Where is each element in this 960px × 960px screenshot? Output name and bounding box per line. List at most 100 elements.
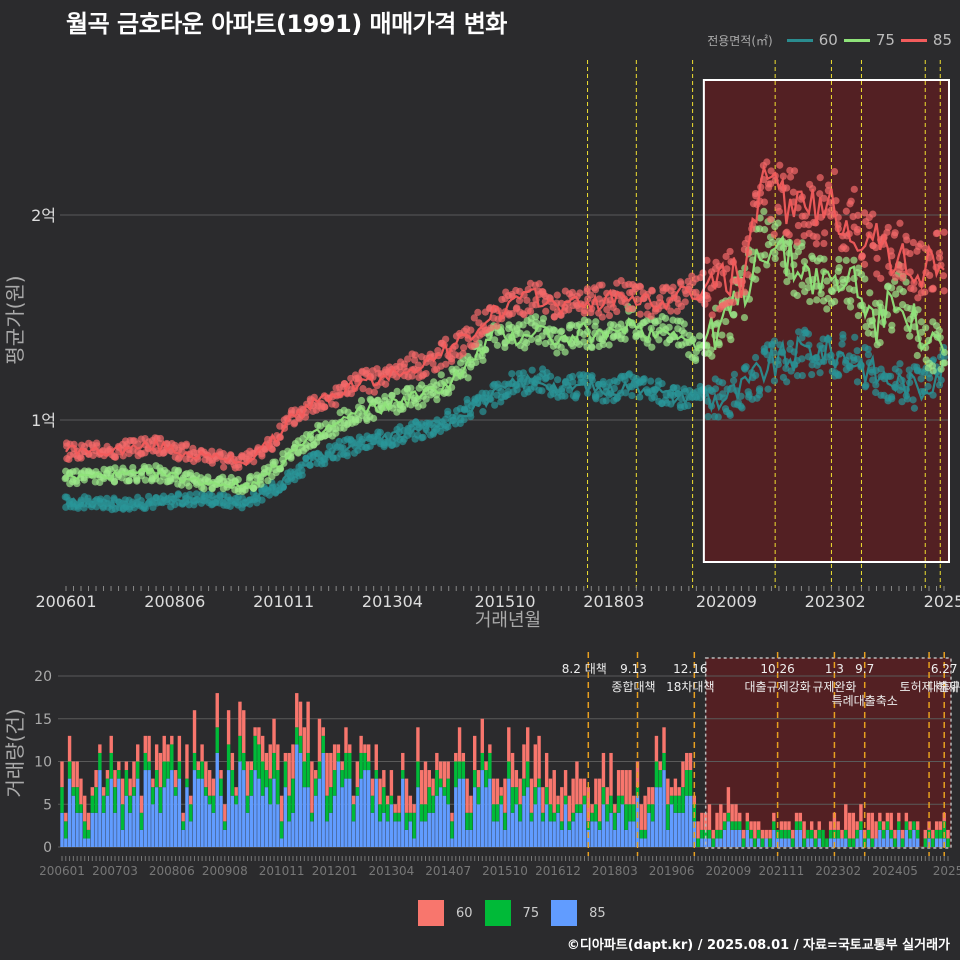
bar-85 [719, 838, 723, 847]
bar-60 [779, 821, 784, 830]
bar-60 [230, 752, 235, 771]
bar-60 [192, 710, 197, 753]
bar-85 [154, 787, 159, 847]
bar-60 [298, 701, 303, 736]
bar-85 [295, 744, 299, 847]
data-point-60 [730, 377, 738, 385]
bar-75 [908, 829, 912, 839]
data-point-75 [584, 318, 592, 326]
data-point-75 [549, 326, 557, 334]
bar-85 [215, 752, 219, 847]
data-point-85 [821, 229, 829, 237]
data-point-75 [125, 477, 133, 485]
bar-75 [791, 838, 795, 847]
bar-60 [264, 752, 269, 771]
data-point-75 [888, 321, 896, 329]
bar-75 [529, 812, 534, 822]
bar-75 [696, 838, 700, 847]
bar-85 [495, 821, 500, 847]
bar-85 [211, 812, 216, 847]
bar-75 [170, 744, 174, 771]
bar-75 [616, 795, 621, 813]
bar-85 [374, 778, 378, 847]
bar-85 [242, 770, 246, 847]
bar-60 [529, 778, 534, 813]
bar-60 [313, 770, 318, 779]
bar-85 [264, 787, 269, 847]
bar-85 [200, 778, 204, 847]
bar-75 [132, 787, 136, 796]
data-point-75 [806, 297, 814, 306]
bar-85 [662, 770, 666, 847]
data-point-85 [910, 285, 918, 293]
data-point-60 [864, 351, 873, 359]
bar-75 [605, 804, 609, 822]
policy-date-label: 8.2 대책 [562, 661, 607, 676]
bar-75 [291, 778, 295, 813]
data-point-85 [926, 271, 934, 280]
bar-75 [185, 778, 189, 788]
bar-75 [412, 812, 416, 839]
data-point-60 [926, 374, 934, 382]
bar-60 [715, 812, 719, 830]
bar-60 [234, 787, 238, 796]
bar-60 [688, 752, 693, 771]
bar-60 [147, 735, 151, 762]
data-point-85 [523, 296, 531, 304]
data-point-85 [636, 282, 644, 290]
bar-85 [594, 821, 598, 847]
bar-60 [427, 770, 431, 788]
bar-85 [601, 804, 606, 847]
bar-85 [715, 838, 719, 847]
bar-85 [563, 804, 568, 847]
data-point-60 [546, 372, 555, 380]
bar-75 [510, 787, 515, 813]
bar-75 [893, 838, 897, 847]
bar-85 [866, 838, 871, 847]
bar-60 [245, 761, 250, 796]
bar-60 [438, 761, 443, 779]
bar-75 [794, 821, 799, 830]
series-line-60 [65, 334, 946, 509]
data-point-60 [174, 490, 182, 498]
bar-85 [897, 829, 901, 847]
data-point-85 [370, 388, 378, 396]
x-tick-label: 202009 [696, 592, 757, 611]
bar-75 [533, 787, 537, 805]
bar-60 [211, 778, 216, 796]
data-point-85 [542, 307, 550, 315]
data-point-75 [847, 297, 855, 305]
data-point-75 [539, 314, 548, 323]
data-point-85 [914, 294, 922, 302]
bar-85 [94, 812, 98, 847]
data-point-85 [669, 283, 677, 291]
bar-75 [435, 770, 439, 796]
data-point-85 [587, 308, 595, 317]
bar-75 [556, 804, 560, 813]
bar-75 [98, 752, 102, 771]
bar-60 [101, 787, 106, 796]
bar-85 [548, 821, 553, 847]
bar-85 [650, 821, 655, 847]
bar-75 [938, 829, 943, 839]
bar-75 [279, 821, 284, 839]
data-point-85 [526, 307, 535, 316]
data-point-75 [783, 277, 791, 286]
bar-85 [806, 838, 810, 847]
data-point-75 [718, 331, 726, 339]
bar-60 [238, 701, 242, 736]
bar-60 [105, 770, 110, 779]
bar-75 [518, 804, 522, 822]
policy-date-label: 12.16 [673, 662, 707, 676]
data-point-75 [752, 275, 760, 283]
data-point-85 [208, 459, 216, 467]
data-point-75 [730, 311, 738, 319]
bar-75 [397, 812, 401, 822]
data-point-75 [722, 317, 730, 326]
bar-60 [934, 821, 939, 830]
data-point-60 [861, 383, 869, 391]
data-point-85 [883, 228, 891, 236]
bar-85 [143, 770, 147, 847]
data-point-85 [603, 305, 611, 314]
bar-85 [669, 804, 674, 847]
